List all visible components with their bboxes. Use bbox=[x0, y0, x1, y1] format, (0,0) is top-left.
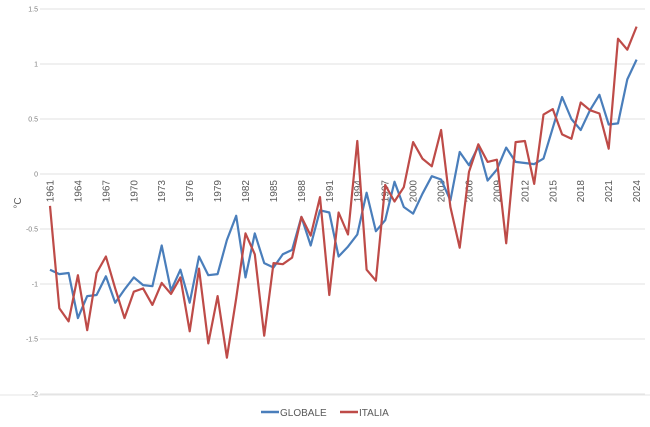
x-tick-label: 2015 bbox=[548, 180, 559, 203]
x-tick-label: 1988 bbox=[297, 180, 308, 203]
x-tick-label: 1985 bbox=[269, 180, 280, 203]
x-tick-label: 1994 bbox=[353, 180, 364, 203]
series-lines bbox=[48, 26, 638, 359]
x-tick-label: 2018 bbox=[576, 180, 587, 203]
x-tick-label: 1997 bbox=[381, 180, 392, 203]
x-tick-label: 1967 bbox=[101, 180, 112, 203]
x-tick-label: 2024 bbox=[632, 180, 643, 203]
x-axis-ticks: 1961 1964 1967 1970 1973 1976 1979 1982 1985 1988… bbox=[46, 180, 644, 203]
y-tick-label: 1.5 bbox=[28, 7, 38, 14]
x-tick-label: 2006 bbox=[465, 180, 476, 203]
y-tick-label: 0.5 bbox=[28, 117, 38, 124]
x-tick-label: 2009 bbox=[492, 180, 503, 203]
x-tick-label: 2000 bbox=[409, 180, 420, 203]
x-tick-label: 1970 bbox=[129, 180, 140, 203]
x-tick-label: 1973 bbox=[157, 180, 168, 203]
y-tick-label: -1 bbox=[32, 282, 38, 289]
x-tick-label: 2021 bbox=[604, 180, 615, 203]
series-line-italia bbox=[48, 26, 638, 359]
y-tick-label: -1.5 bbox=[26, 337, 38, 344]
x-tick-label: 1979 bbox=[213, 180, 224, 203]
legend-label-globale: GLOBALE bbox=[280, 408, 327, 419]
y-tick-label: 0 bbox=[34, 172, 38, 179]
x-tick-label: 2003 bbox=[437, 180, 448, 203]
x-tick-label: 1964 bbox=[73, 180, 84, 203]
x-tick-label: 1961 bbox=[46, 180, 57, 203]
x-tick-label: 1982 bbox=[241, 180, 252, 203]
legend-label-italia: ITALIA bbox=[359, 408, 389, 419]
y-axis-ticks: 1.510.50-0.5-1-1.5-2 bbox=[26, 7, 38, 399]
y-tick-label: 1 bbox=[34, 62, 38, 69]
y-axis-title: °C bbox=[13, 197, 24, 208]
x-tick-label: 1976 bbox=[185, 180, 196, 203]
y-tick-label: -0.5 bbox=[26, 227, 38, 234]
x-tick-label: 2012 bbox=[520, 180, 531, 203]
x-tick-label: 1991 bbox=[325, 180, 336, 203]
legend: GLOBALE ITALIA bbox=[261, 408, 389, 419]
series-line-globale bbox=[49, 59, 638, 320]
